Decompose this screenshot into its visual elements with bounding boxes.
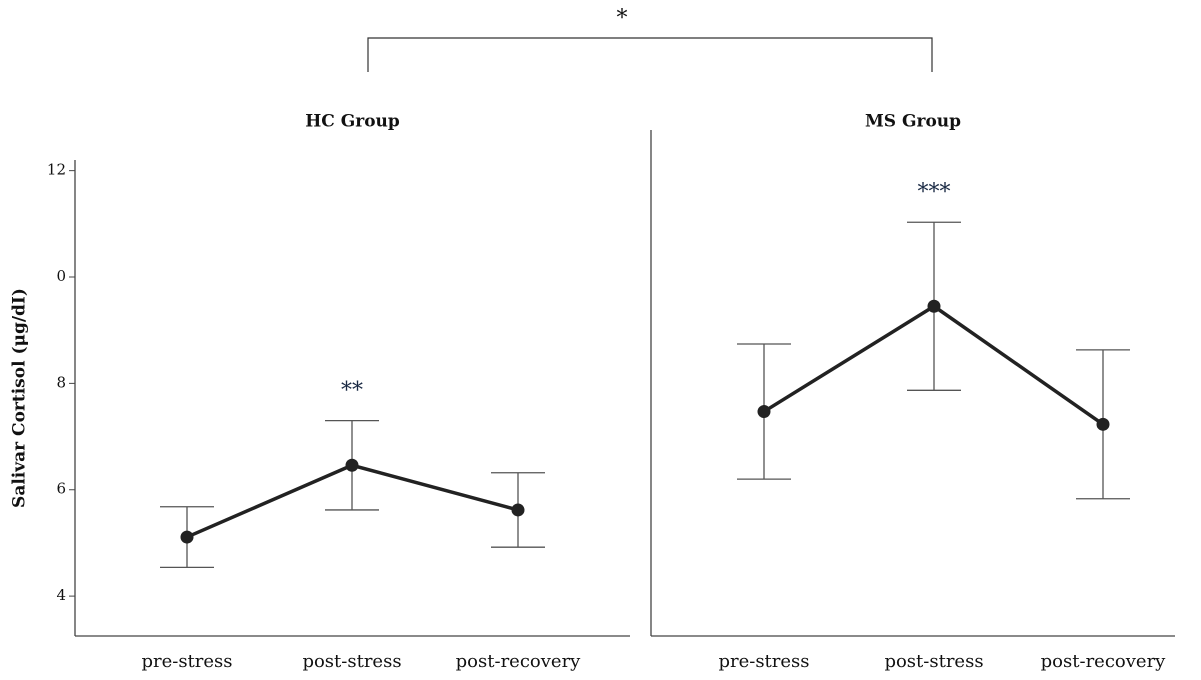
comparison-label: * — [617, 6, 628, 31]
comparison-bracket — [367, 37, 933, 72]
point — [927, 299, 941, 313]
point — [1096, 417, 1110, 431]
y-tick-label: 0 — [56, 267, 66, 285]
point — [757, 405, 771, 419]
point — [180, 530, 194, 544]
panel-title: MS Group — [865, 112, 961, 132]
point — [345, 458, 359, 472]
y-tick-label: 6 — [56, 480, 66, 498]
significance-label: *** — [918, 180, 951, 205]
x-tick-label: post-recovery — [456, 651, 582, 672]
y-axis-label: Salivar Cortisol (μg/dI) — [10, 288, 30, 508]
x-tick-label: post-stress — [884, 651, 983, 672]
x-tick-label: post-stress — [302, 651, 401, 672]
x-tick-label: pre-stress — [141, 651, 232, 672]
x-tick-label: pre-stress — [718, 651, 809, 672]
y-tick-label: 8 — [56, 373, 66, 391]
significance-label: ** — [341, 379, 363, 404]
point — [511, 503, 525, 517]
panel-title: HC Group — [305, 112, 400, 132]
y-tick-label: 4 — [56, 586, 66, 604]
x-tick-label: post-recovery — [1041, 651, 1167, 672]
y-tick-label: 12 — [47, 161, 66, 179]
